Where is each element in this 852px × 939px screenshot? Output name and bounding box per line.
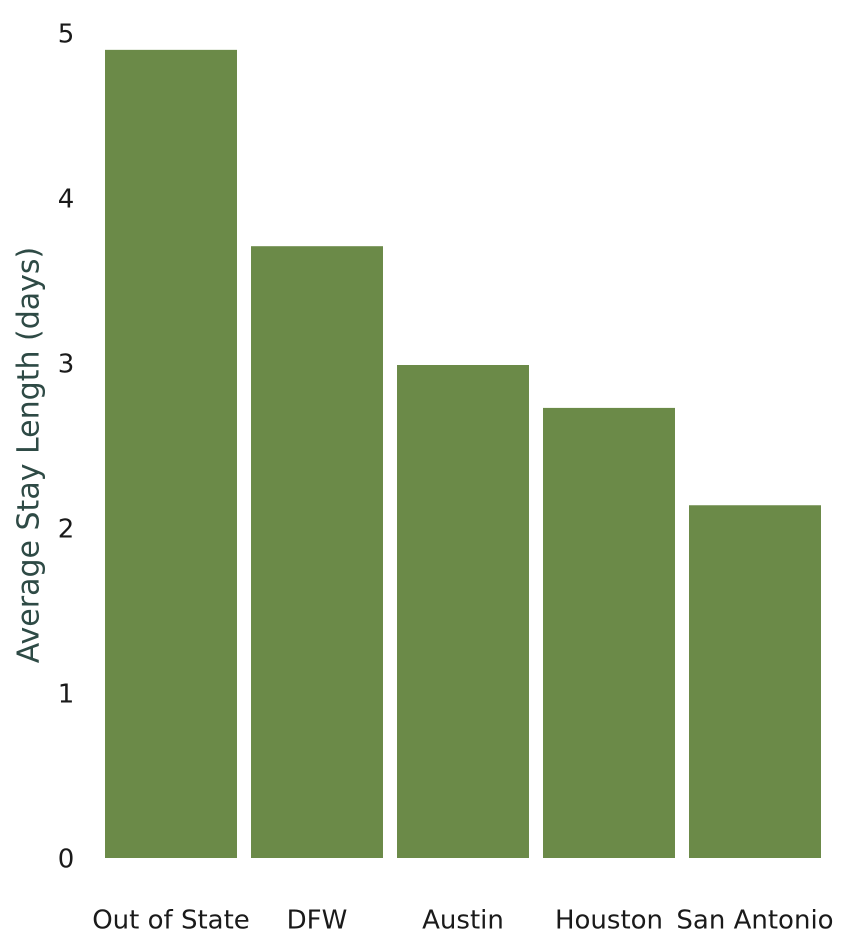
x-tick-label: Houston — [555, 906, 663, 936]
y-tick-label: 4 — [58, 185, 75, 215]
x-tick-label: DFW — [287, 906, 348, 936]
y-tick-label: 1 — [58, 680, 75, 710]
y-tick-label: 3 — [58, 350, 75, 380]
y-tick-label: 5 — [58, 20, 75, 50]
bar — [397, 365, 529, 858]
x-tick-label: San Antonio — [676, 906, 833, 936]
y-tick-label: 2 — [58, 515, 75, 545]
y-axis-title: Average Stay Length (days) — [12, 247, 47, 663]
y-tick-label: 0 — [58, 845, 75, 875]
bar — [543, 407, 675, 858]
x-tick-label: Austin — [422, 906, 504, 936]
bar — [105, 49, 237, 859]
bar — [689, 505, 821, 858]
bar — [251, 246, 383, 858]
x-tick-label: Out of State — [92, 906, 250, 936]
